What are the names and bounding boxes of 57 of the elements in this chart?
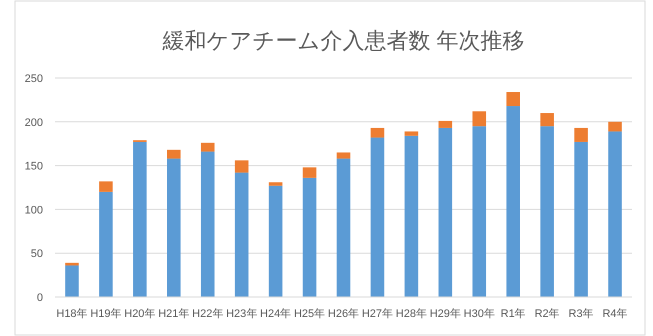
chart-title: 緩和ケアチーム介入患者数 年次推移 (161, 28, 525, 53)
x-tick-label: H30年 (464, 308, 495, 320)
bar (200, 152, 215, 297)
x-tick-label: R2年 (534, 308, 560, 320)
bar (438, 120, 452, 128)
bar (472, 111, 486, 126)
bar (608, 131, 622, 297)
x-tick-label: R4年 (602, 308, 628, 320)
x-tick-label: H18年 (56, 308, 88, 320)
x-tick-label: H22年 (192, 308, 224, 320)
x-tick-label: H24年 (260, 308, 292, 320)
bar (608, 122, 622, 132)
bar (540, 126, 554, 297)
bar (506, 106, 520, 297)
x-tick-label: H25年 (294, 308, 326, 320)
bar (65, 262, 79, 266)
bar (99, 192, 113, 297)
bar (65, 265, 79, 297)
bar (167, 150, 181, 159)
bar (336, 152, 350, 159)
bar (574, 128, 588, 142)
x-tick-label: H21年 (158, 308, 190, 320)
y-tick-label: 100 (24, 204, 43, 216)
bar (336, 158, 350, 297)
bar (167, 158, 181, 297)
bar (268, 182, 282, 186)
bar (234, 160, 248, 173)
bar (404, 131, 418, 136)
x-tick-label: H19年 (90, 308, 122, 320)
y-tick-label: 0 (36, 292, 43, 304)
x-tick-label: H28年 (396, 308, 427, 320)
y-tick-label: 250 (24, 73, 43, 85)
x-tick-label: R1年 (500, 308, 526, 320)
y-tick-label: 50 (30, 248, 43, 260)
bar (404, 136, 418, 297)
bar (472, 126, 486, 297)
bar (302, 167, 316, 178)
y-tick-label: 150 (24, 160, 43, 173)
bar (99, 181, 113, 192)
bar (506, 92, 520, 106)
x-tick-label: H23年 (226, 308, 258, 320)
bar (574, 142, 588, 297)
bar (370, 128, 384, 138)
bar (133, 142, 147, 297)
bar (268, 186, 282, 297)
x-tick-label: H27年 (362, 308, 394, 320)
bar (438, 128, 452, 297)
x-tick-label: H26年 (328, 308, 360, 320)
x-tick-label: H20年 (124, 308, 156, 320)
bar (540, 113, 554, 126)
bar (302, 178, 316, 297)
x-tick-label: R3年 (568, 308, 594, 320)
bar (370, 138, 384, 297)
y-tick-label: 200 (24, 116, 43, 129)
bar (200, 142, 215, 152)
bar (234, 172, 248, 297)
x-tick-label: H29年 (430, 308, 461, 320)
